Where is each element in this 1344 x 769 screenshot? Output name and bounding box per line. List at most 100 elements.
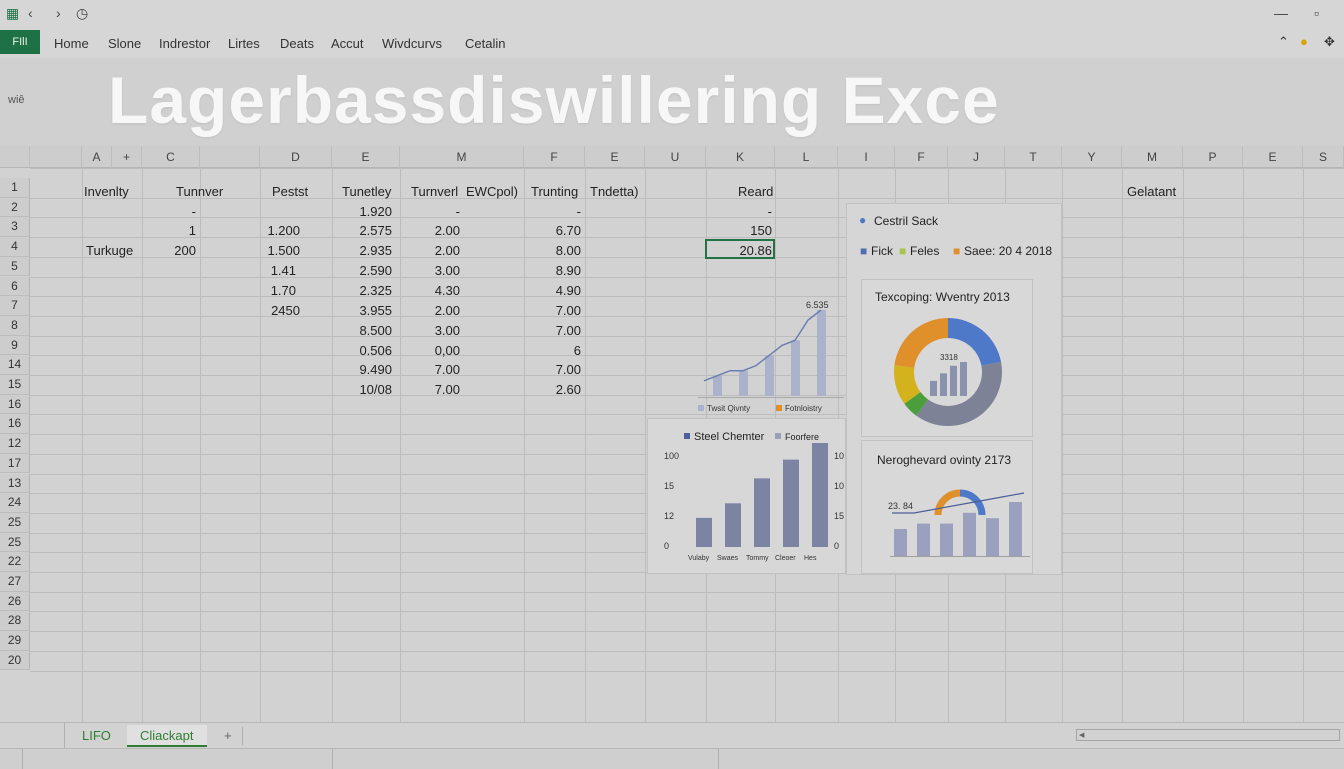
row-header[interactable]: 8 xyxy=(0,315,30,336)
cell[interactable]: 8.90 xyxy=(555,263,581,278)
cell[interactable]: 7.00 xyxy=(555,303,581,318)
column-header[interactable]: J xyxy=(948,146,1005,168)
back-icon[interactable]: ‹ xyxy=(28,5,33,21)
column-header[interactable]: U xyxy=(645,146,706,168)
row-header[interactable]: 2 xyxy=(0,197,30,218)
column-header[interactable]: S xyxy=(1303,146,1344,168)
row-header[interactable]: 9 xyxy=(0,335,30,356)
cell[interactable]: 2.00 xyxy=(434,243,460,258)
row-header[interactable]: 27 xyxy=(0,572,30,592)
column-header[interactable]: F xyxy=(524,146,585,168)
tab-slone[interactable]: Slone xyxy=(108,36,142,51)
row-header[interactable]: 6 xyxy=(0,276,30,297)
cell[interactable]: 1.200 xyxy=(267,223,300,238)
cell[interactable]: - xyxy=(455,204,460,219)
cell[interactable]: 3.00 xyxy=(434,323,460,338)
column-header[interactable]: + xyxy=(112,146,142,168)
row-header[interactable]: 28 xyxy=(0,611,30,632)
row-header[interactable]: 20 xyxy=(0,650,30,671)
row-header[interactable]: 7 xyxy=(0,296,30,316)
column-header[interactable]: T xyxy=(1005,146,1062,168)
smiley-icon[interactable]: ● xyxy=(1300,34,1308,49)
column-header[interactable]: P xyxy=(1183,146,1243,168)
name-box[interactable]: wiê xyxy=(8,94,25,106)
cell[interactable]: Trunting xyxy=(531,184,579,199)
sparkline-chart[interactable]: 6.535 Twsit Qivnty Fotnloistry xyxy=(698,296,844,418)
row-header[interactable]: 1 xyxy=(0,178,30,198)
cell[interactable]: 7.00 xyxy=(555,362,581,377)
cell[interactable]: Tunetley xyxy=(342,184,392,199)
forward-icon[interactable]: › xyxy=(56,5,61,21)
row-header[interactable]: 26 xyxy=(0,591,30,612)
cell[interactable]: 1.70 xyxy=(270,283,296,298)
horizontal-scrollbar[interactable]: ◀ xyxy=(1076,729,1340,741)
cell[interactable]: Gelatant xyxy=(1127,184,1177,199)
cell[interactable]: 3.00 xyxy=(434,263,460,278)
tab-wivdcurvs[interactable]: Wivdcurvs xyxy=(382,36,442,51)
cell[interactable]: 4.90 xyxy=(555,283,581,298)
column-header[interactable]: M xyxy=(1122,146,1183,168)
donut-card[interactable]: Texcoping: Wventry 2013 3318 xyxy=(861,279,1033,437)
cell[interactable]: 7.00 xyxy=(555,323,581,338)
minimize-icon[interactable]: — xyxy=(1274,5,1288,21)
cell[interactable]: Tunnver xyxy=(176,184,224,199)
cell[interactable]: 9.490 xyxy=(359,362,392,377)
cell[interactable]: 0,00 xyxy=(434,343,460,358)
active-sheet-tab[interactable] xyxy=(127,725,207,747)
cell[interactable]: 1.500 xyxy=(267,243,300,258)
column-header[interactable] xyxy=(200,146,260,168)
cell[interactable]: 2.00 xyxy=(434,303,460,318)
sheet-tab-cliackapt[interactable]: Cliackapt xyxy=(140,728,194,743)
add-sheet-button[interactable]: + xyxy=(224,728,232,743)
cell[interactable]: 2.325 xyxy=(359,283,392,298)
cell[interactable]: Pestst xyxy=(272,184,309,199)
row-header[interactable]: 29 xyxy=(0,631,30,651)
row-header[interactable]: 13 xyxy=(0,473,30,494)
select-all-corner[interactable] xyxy=(0,146,30,168)
cell[interactable]: Tndetta) xyxy=(590,184,639,199)
restore-icon[interactable]: ▫ xyxy=(1314,5,1319,21)
cell[interactable]: 2450 xyxy=(271,303,300,318)
row-header[interactable]: 5 xyxy=(0,256,30,277)
file-button[interactable]: FIlI xyxy=(0,30,40,54)
column-header[interactable]: M xyxy=(400,146,524,168)
cell[interactable]: 4.30 xyxy=(434,283,460,298)
cell[interactable]: 200 xyxy=(174,243,196,258)
cell[interactable]: 8.00 xyxy=(555,243,581,258)
column-header[interactable]: L xyxy=(775,146,838,168)
clock-icon[interactable]: ◷ xyxy=(76,5,89,21)
column-header[interactable]: A xyxy=(82,146,112,168)
cell[interactable]: 1.41 xyxy=(270,263,296,278)
column-header[interactable]: F xyxy=(895,146,948,168)
row-header[interactable]: 24 xyxy=(0,493,30,513)
column-header[interactable]: E xyxy=(585,146,645,168)
cell[interactable]: 150 xyxy=(750,223,772,238)
spreadsheet-grid[interactable]: A + C D E M F E U K L I F J T Y M P E S … xyxy=(0,146,1344,722)
tab-accut[interactable]: Accut xyxy=(331,36,364,51)
cell[interactable]: 7.00 xyxy=(434,362,460,377)
cell[interactable]: Turkuge xyxy=(86,243,134,258)
cell[interactable]: - xyxy=(191,204,196,219)
column-header[interactable] xyxy=(30,146,82,168)
cell[interactable]: EWCpol) xyxy=(466,184,519,199)
cell[interactable]: 2.590 xyxy=(359,263,392,278)
column-header[interactable]: D xyxy=(260,146,332,168)
row-header[interactable]: 25 xyxy=(0,532,30,553)
cell[interactable]: 2.00 xyxy=(434,223,460,238)
cell[interactable]: - xyxy=(767,204,772,219)
cell[interactable]: 6 xyxy=(573,343,581,358)
tab-indrestor[interactable]: Indrestor xyxy=(159,36,211,51)
column-header[interactable]: I xyxy=(838,146,895,168)
row-header[interactable]: 4 xyxy=(0,237,30,257)
settings-icon[interactable]: ✥ xyxy=(1324,34,1335,49)
row-header[interactable]: 25 xyxy=(0,512,30,533)
row-header[interactable]: 16 xyxy=(0,414,30,435)
gauge-card[interactable]: Neroghevard ovinty 2173 23. 84 xyxy=(861,440,1033,574)
row-header[interactable]: 22 xyxy=(0,552,30,572)
cell[interactable]: 7.00 xyxy=(434,382,460,397)
collapse-ribbon-icon[interactable]: ⌃ xyxy=(1278,34,1289,49)
selected-cell[interactable] xyxy=(705,239,775,259)
cell[interactable]: 2.575 xyxy=(359,223,392,238)
row-header[interactable]: 14 xyxy=(0,355,30,375)
cell[interactable]: Invenlty xyxy=(84,184,129,199)
